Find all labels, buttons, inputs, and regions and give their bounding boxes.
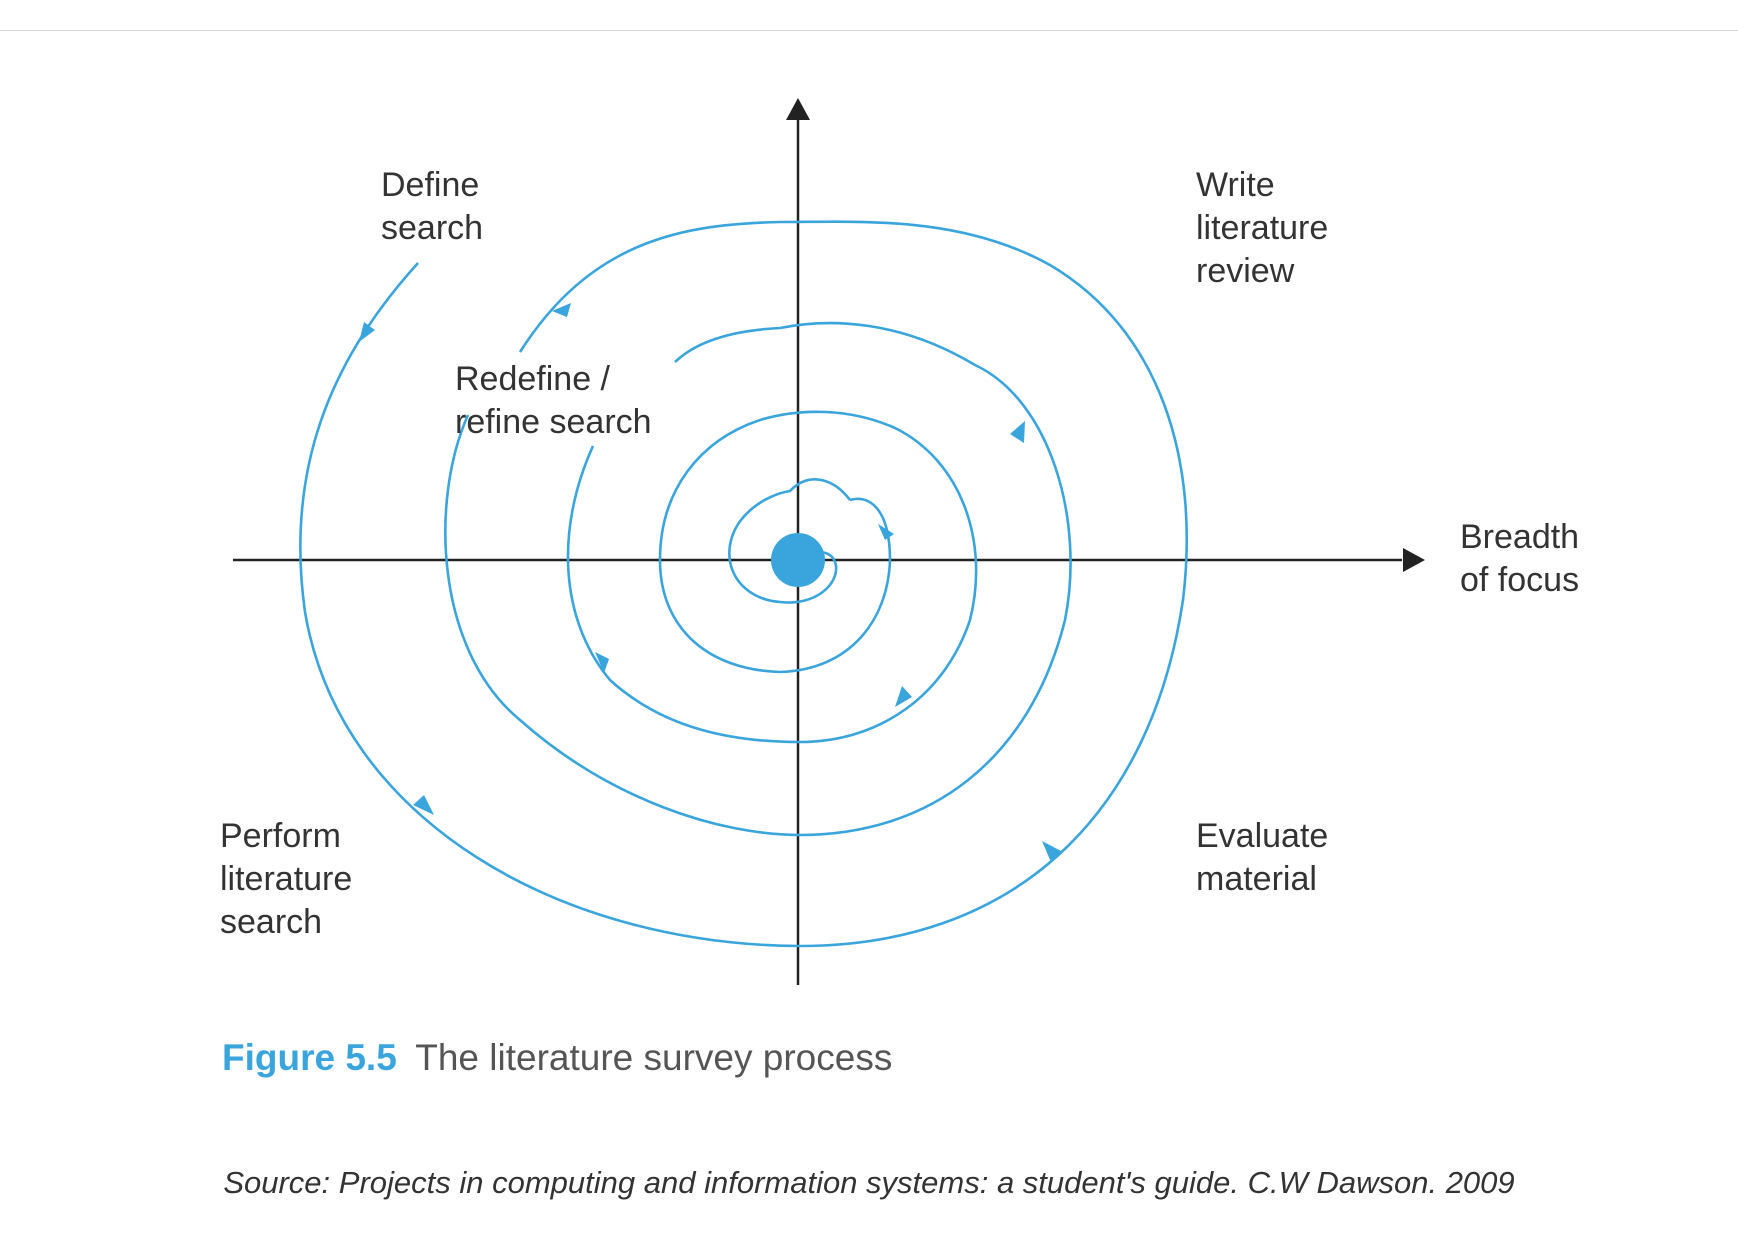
direction-arrowhead bbox=[1010, 421, 1025, 443]
label-perform-literature-search: Perform literature search bbox=[220, 817, 362, 941]
spiral-ring-2 bbox=[566, 410, 978, 744]
label-define-search: Define search bbox=[381, 166, 489, 247]
label-breadth-of-focus: Breadth of focus bbox=[1460, 518, 1589, 599]
direction-arrowhead bbox=[595, 652, 609, 673]
direction-arrowhead bbox=[359, 322, 375, 342]
figure-title: The literature survey process bbox=[415, 1037, 892, 1078]
direction-arrowhead bbox=[878, 524, 894, 540]
spiral-ring-3 bbox=[444, 321, 1072, 837]
direction-arrowhead bbox=[1042, 841, 1061, 862]
direction-arrowhead bbox=[413, 795, 434, 815]
top-divider bbox=[0, 30, 1738, 31]
vertical-axis-arrowhead bbox=[786, 98, 810, 120]
origin-dot bbox=[771, 533, 825, 587]
figure-number: Figure 5.5 bbox=[222, 1037, 397, 1078]
label-redefine-search: Redefine / refine search bbox=[455, 360, 652, 441]
source-citation: Source: Projects in computing and inform… bbox=[223, 1165, 1515, 1200]
label-write-literature-review: Write literature review bbox=[1196, 166, 1338, 290]
label-evaluate-material: Evaluate material bbox=[1196, 817, 1338, 898]
direction-arrowhead bbox=[552, 303, 571, 317]
spiral-outer-arc bbox=[299, 220, 1189, 948]
figure-caption: Figure 5.5 The literature survey process bbox=[222, 1037, 892, 1078]
spiral-inner bbox=[728, 478, 852, 604]
direction-arrowhead bbox=[895, 686, 912, 707]
horizontal-axis-arrowhead bbox=[1403, 548, 1425, 572]
